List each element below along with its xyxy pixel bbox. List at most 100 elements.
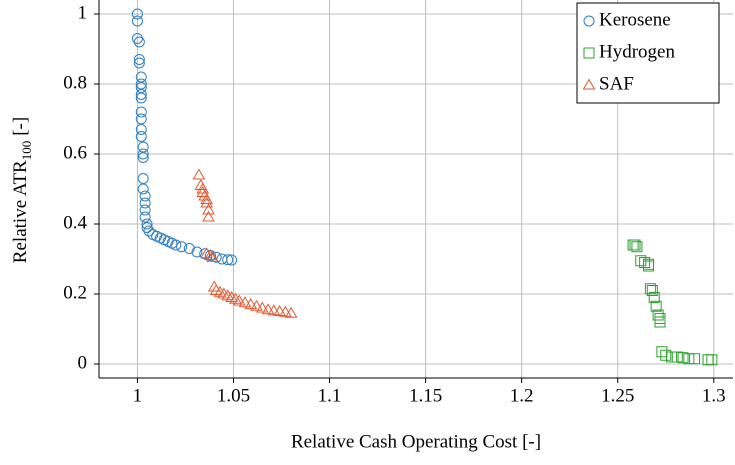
marker — [221, 289, 235, 301]
marker — [143, 225, 155, 237]
marker — [278, 305, 292, 317]
marker — [200, 196, 213, 208]
marker — [217, 287, 231, 299]
y-tick-label: 0 — [78, 352, 88, 373]
marker — [133, 36, 145, 48]
marker — [656, 346, 668, 358]
y-tick-label: 0.2 — [63, 282, 87, 303]
legend-label: Kerosene — [599, 9, 671, 30]
marker — [204, 249, 217, 260]
x-tick-label: 1 — [133, 385, 143, 406]
marker — [133, 54, 145, 65]
legend-box — [576, 2, 720, 104]
marker — [652, 309, 664, 321]
legend: Kerosene Hydrogen SAF — [576, 2, 720, 104]
marker — [225, 291, 238, 302]
marker — [192, 168, 206, 180]
marker — [654, 316, 666, 328]
y-label-main: Relative ATR — [10, 160, 31, 263]
marker — [671, 351, 683, 363]
marker — [222, 254, 234, 266]
marker — [135, 131, 147, 142]
marker — [196, 186, 210, 197]
marker — [137, 152, 149, 163]
y-label-unit: [-] — [10, 117, 31, 136]
marker — [135, 89, 147, 100]
marker — [135, 92, 147, 104]
marker — [583, 15, 595, 27]
marker — [238, 296, 252, 308]
legend-label: Hydrogen — [599, 41, 675, 62]
marker — [139, 197, 151, 209]
marker — [200, 247, 213, 259]
x-tick-label: 1.15 — [409, 385, 442, 406]
x-tick-label: 1.25 — [601, 385, 634, 406]
marker — [683, 353, 695, 365]
marker — [648, 292, 660, 303]
marker — [194, 179, 208, 190]
marker — [644, 283, 656, 295]
marker — [639, 257, 651, 268]
marker — [677, 352, 689, 364]
marker — [198, 189, 212, 201]
marker — [191, 246, 203, 258]
marker — [135, 124, 147, 135]
x-axis-label: Relative Cash Operating Cost [-] — [291, 431, 541, 452]
marker — [267, 304, 281, 316]
marker — [666, 351, 678, 363]
x-tick-label: 1.05 — [217, 385, 250, 406]
marker — [209, 284, 223, 295]
marker — [137, 183, 149, 195]
marker — [135, 106, 147, 118]
marker — [255, 301, 269, 313]
marker — [250, 299, 263, 311]
marker — [205, 250, 219, 262]
marker — [183, 243, 195, 254]
marker — [660, 349, 672, 361]
x-tick-label: 1.1 — [318, 385, 342, 406]
marker — [137, 173, 149, 184]
marker — [646, 285, 658, 296]
marker — [213, 285, 227, 297]
marker — [273, 305, 286, 316]
y-tick-label: 0.4 — [63, 212, 87, 233]
marker — [689, 353, 701, 365]
marker — [583, 47, 595, 59]
y-tick-label: 0.8 — [63, 72, 87, 93]
marker — [133, 57, 145, 69]
marker — [226, 254, 238, 266]
marker — [202, 203, 215, 215]
marker — [582, 78, 596, 90]
marker — [631, 241, 643, 253]
marker — [229, 292, 242, 304]
marker — [131, 15, 143, 27]
marker — [200, 193, 213, 204]
y-tick-label: 1 — [78, 2, 88, 23]
y-tick-label: 0.6 — [63, 142, 87, 163]
marker — [170, 239, 182, 251]
marker — [176, 241, 188, 253]
marker — [202, 210, 215, 222]
marker — [196, 182, 210, 194]
marker — [629, 239, 641, 251]
marker — [139, 190, 151, 202]
marker — [284, 306, 298, 318]
marker — [642, 260, 654, 272]
marker — [244, 298, 258, 309]
marker — [706, 354, 718, 366]
y-label-sub: 100 — [19, 141, 34, 161]
x-tick-label: 1.2 — [510, 385, 534, 406]
marker — [139, 204, 151, 216]
legend-label: SAF — [599, 73, 634, 94]
marker — [702, 354, 714, 366]
marker — [141, 218, 153, 230]
y-axis-label: Relative ATR100 [-] — [10, 117, 34, 263]
x-tick-label: 1.3 — [702, 385, 726, 406]
marker — [139, 211, 151, 223]
marker — [131, 8, 143, 20]
marker — [137, 148, 149, 160]
marker — [261, 303, 275, 315]
marker — [232, 294, 246, 306]
